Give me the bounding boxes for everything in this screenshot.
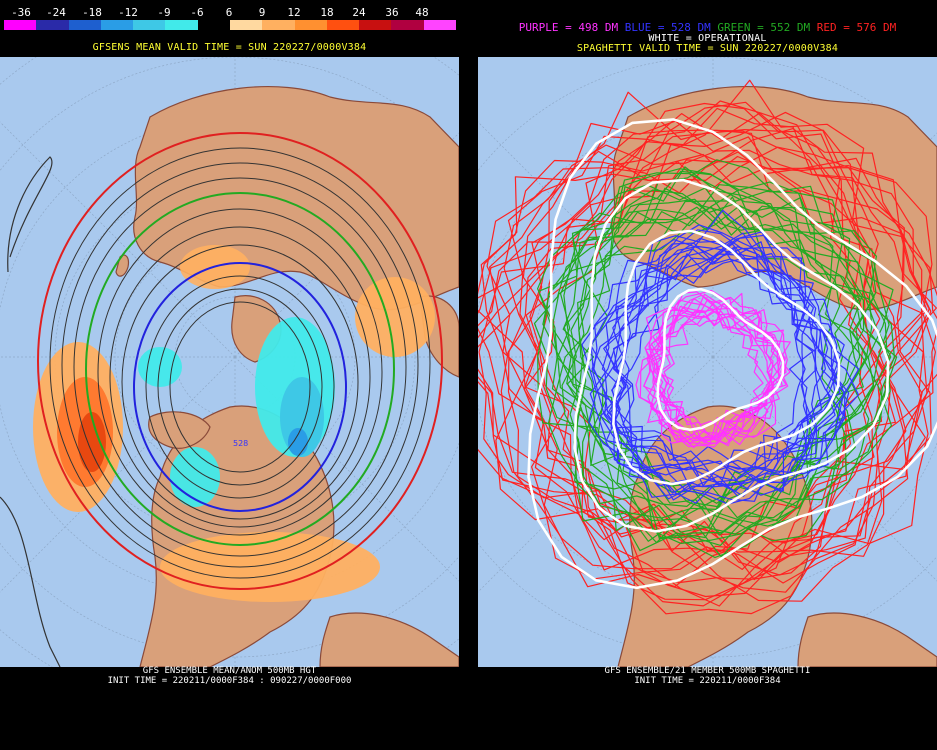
colorbar-swatch — [423, 20, 456, 30]
legend-green: GREEN = 552 DM — [717, 21, 811, 34]
colorbar-swatch — [4, 20, 37, 30]
colorbar-label: 12 — [287, 6, 301, 19]
colorbar — [4, 20, 456, 30]
spaghetti-footer-line1: GFS ENSEMBLE/21 MEMBER 500MB SPAGHETTI — [604, 666, 811, 676]
contour-552 — [85, 192, 395, 546]
colorbar-label: 9 — [258, 6, 266, 19]
contour-label: 528 — [233, 439, 248, 448]
ensemble-member-contour — [563, 187, 894, 539]
positive-anomaly — [355, 277, 435, 357]
ensemble-member-contour — [647, 289, 780, 441]
operational-contour — [573, 178, 890, 533]
colorbar-swatch — [326, 20, 360, 30]
colorbar-label: 24 — [352, 6, 366, 19]
mean-map-svg: 528 — [0, 57, 459, 667]
colorbar-label: -18 — [82, 6, 102, 19]
ensemble-mean-map: 528 — [0, 57, 459, 667]
colorbar-swatch — [262, 20, 295, 30]
operational-contour — [612, 229, 841, 486]
colorbar-labels: -36 -24 -18 -12 -9 -6 6 9 12 18 24 36 48 — [4, 6, 456, 19]
outer-contour — [7, 156, 53, 273]
ensemble-member-contour — [591, 234, 818, 496]
colorbar-swatch — [294, 20, 327, 30]
colorbar-swatch — [133, 20, 166, 30]
central-america — [319, 612, 459, 667]
negative-anomaly — [288, 428, 308, 456]
ensemble-member-contour — [523, 112, 936, 571]
operational-label: WHITE = OPERATIONAL — [648, 33, 767, 44]
ensemble-member-contour — [478, 127, 905, 602]
ensemble-member-contour — [529, 91, 937, 580]
positive-anomaly — [160, 532, 380, 602]
ensemble-member-contour — [651, 294, 789, 445]
contour-528 — [133, 262, 347, 512]
colorbar-swatch — [68, 20, 101, 30]
colorbar-swatch — [229, 20, 263, 30]
spaghetti-map — [478, 57, 937, 667]
colorbar-label: -12 — [118, 6, 138, 19]
ensemble-member-contour — [478, 146, 933, 615]
ensemble-member-contour — [589, 232, 846, 483]
mean-footer-line1: GFS ENSEMBLE MEAN/ANOM 500MB HGT — [142, 666, 317, 676]
colorbar-swatch — [359, 20, 392, 30]
colorbar-label: 18 — [320, 6, 334, 19]
ensemble-member-contour — [613, 242, 841, 494]
ensemble-member-contour — [507, 107, 932, 581]
colorbar-swatch — [36, 20, 69, 30]
colorbar-swatch — [100, 20, 134, 30]
colorbar-label: -24 — [46, 6, 66, 19]
ensemble-member-contour — [609, 235, 860, 498]
ensemble-member-contour — [537, 190, 856, 542]
colorbar-label: 6 — [225, 6, 233, 19]
colorbar-swatch — [165, 20, 198, 30]
mean-footer-line2: INIT TIME = 220211/0000F384 : 090227/000… — [107, 676, 352, 686]
ensemble-member-contour — [605, 224, 860, 476]
legend-red: RED = 576 DM — [816, 21, 897, 34]
positive-anomaly — [78, 412, 106, 472]
spaghetti-footer-line2: INIT TIME = 220211/0000F384 — [634, 676, 781, 686]
ensemble-member-contour — [480, 153, 930, 607]
ensemble-member-contour — [500, 129, 923, 571]
outer-contour — [0, 496, 61, 667]
ensemble-member-contour — [561, 170, 870, 519]
operational-contour — [656, 287, 785, 432]
ensemble-member-contour — [478, 101, 907, 557]
colorbar-label: -36 — [11, 6, 31, 19]
contour-576 — [37, 132, 443, 590]
colorbar-swatch — [391, 20, 424, 30]
ensemble-member-contour — [635, 299, 770, 438]
colorbar-label: 36 — [385, 6, 399, 19]
ensemble-member-contour — [605, 245, 836, 504]
spaghetti-legend: PURPLE = 498 DM BLUE = 528 DM GREEN = 55… — [478, 21, 937, 34]
operational-contour — [527, 118, 937, 590]
spaghetti-lines — [478, 79, 937, 615]
ensemble-member-contour — [581, 241, 818, 502]
ensemble-member-contour — [507, 135, 937, 607]
legend-blue: BLUE = 528 DM — [624, 21, 711, 34]
mean-title: GFSENS MEAN VALID TIME = SUN 220227/0000… — [92, 42, 367, 53]
spaghetti-panel: PURPLE = 498 DM BLUE = 528 DM GREEN = 55… — [478, 0, 937, 750]
ensemble-member-contour — [612, 239, 845, 501]
colorbar-label: -9 — [157, 6, 171, 19]
legend-purple: PURPLE = 498 DM — [518, 21, 619, 34]
panel-divider — [459, 0, 478, 750]
colorbar-swatch — [197, 20, 230, 30]
central-america — [797, 612, 937, 667]
japan — [115, 254, 130, 277]
ensemble-member-contour — [478, 79, 881, 584]
ensemble-member-contour — [489, 150, 928, 598]
ensemble-member-contour — [551, 184, 865, 536]
ensemble-member-contour — [588, 209, 850, 477]
colorbar-label: 48 — [415, 6, 429, 19]
spaghetti-title: SPAGHETTI VALID TIME = SUN 220227/0000V3… — [576, 43, 839, 54]
ensemble-member-contour — [542, 197, 877, 559]
colorbar-label: -6 — [190, 6, 204, 19]
ensemble-mean-panel: -36 -24 -18 -12 -9 -6 6 9 12 18 24 36 48… — [0, 0, 459, 750]
ensemble-member-contour — [569, 166, 890, 519]
spaghetti-map-svg — [478, 57, 937, 667]
